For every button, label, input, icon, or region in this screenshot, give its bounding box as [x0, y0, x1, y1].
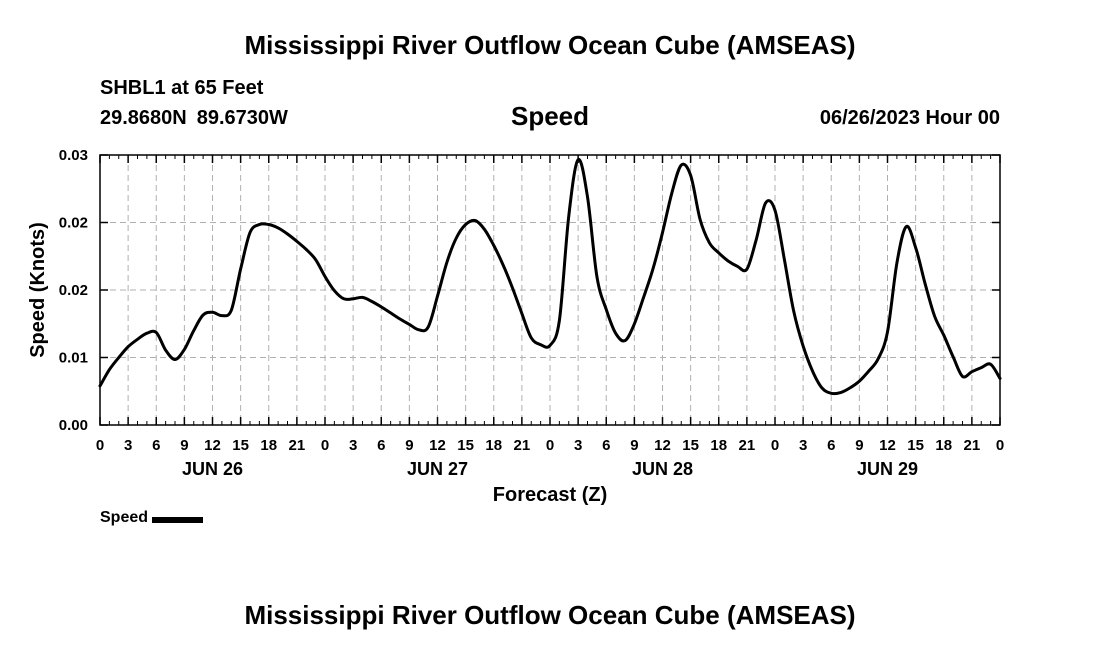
longitude: 89.6730W: [196, 107, 288, 129]
station-label: SHBL1 at 65 Feet: [100, 77, 264, 99]
x-tick-label: 12: [429, 437, 446, 454]
x-tick-label: 12: [204, 437, 221, 454]
x-tick-label: 18: [260, 437, 277, 454]
x-tick-label: 3: [124, 437, 132, 454]
x-tick-label: 18: [710, 437, 727, 454]
x-axis-title: Forecast (Z): [493, 484, 607, 506]
x-tick-label: 15: [907, 437, 924, 454]
x-tick-label: 0: [771, 437, 779, 454]
axis-ticks: [99, 154, 1001, 426]
x-tick-label: 21: [739, 437, 756, 454]
x-tick-label: 0: [321, 437, 329, 454]
x-tick-label: 6: [602, 437, 610, 454]
legend-label: Speed: [100, 509, 149, 526]
x-tick-label: 3: [799, 437, 807, 454]
tick-labels: 0 3 6 9 12 15 18 21 0 3 6 9 12 15 18 21 0 3 6 9 12 15 18 21 0 3 6 9…: [59, 147, 1004, 479]
x-tick-label: 9: [855, 437, 863, 454]
x-tick-label: 21: [289, 437, 306, 454]
plot-title: Speed: [510, 101, 590, 131]
legend: Speed: [100, 509, 204, 527]
footer-title: Mississippi River Outflow Ocean Cube (AM…: [244, 600, 856, 630]
x-tick-label: 6: [827, 437, 835, 454]
x-tick-label: 21: [964, 437, 981, 454]
x-tick-label: 18: [935, 437, 952, 454]
y-axis-title: Speed (Knots): [27, 222, 49, 358]
y-tick-label: 0.03: [59, 147, 88, 164]
forecast-date: 06/26/2023 Hour 00: [819, 107, 1000, 129]
latitude: 29.8680N: [100, 107, 187, 129]
x-tick-label: 3: [574, 437, 582, 454]
grid: [100, 155, 1000, 425]
day-label: JUN 29: [857, 459, 918, 479]
y-tick-label: 0.01: [59, 350, 88, 367]
day-label: JUN 26: [182, 459, 243, 479]
x-tick-label: 15: [682, 437, 699, 454]
legend-swatch: [152, 516, 204, 523]
x-tick-label: 18: [485, 437, 502, 454]
x-tick-label: 12: [654, 437, 671, 454]
x-tick-label: 6: [377, 437, 385, 454]
x-tick-label: 9: [630, 437, 638, 454]
x-tick-label: 3: [349, 437, 357, 454]
speed-series-line: [98, 158, 1002, 396]
y-tick-label: 0.02: [59, 282, 88, 299]
x-tick-label: 9: [405, 437, 413, 454]
x-tick-label: 0: [996, 437, 1004, 454]
y-tick-label: 0.00: [59, 417, 88, 434]
y-tick-label: 0.02: [59, 215, 88, 232]
x-tick-label: 21: [514, 437, 531, 454]
x-tick-label: 15: [232, 437, 249, 454]
main-title: Mississippi River Outflow Ocean Cube (AM…: [244, 30, 856, 60]
x-tick-label: 12: [879, 437, 896, 454]
x-tick-label: 9: [180, 437, 188, 454]
x-tick-label: 0: [546, 437, 554, 454]
x-tick-label: 15: [457, 437, 474, 454]
x-tick-label: 6: [152, 437, 160, 454]
day-label: JUN 28: [632, 459, 693, 479]
day-label: JUN 27: [407, 459, 468, 479]
x-tick-label: 0: [96, 437, 104, 454]
coordinates: 29.8680N 89.6730W: [100, 107, 288, 130]
